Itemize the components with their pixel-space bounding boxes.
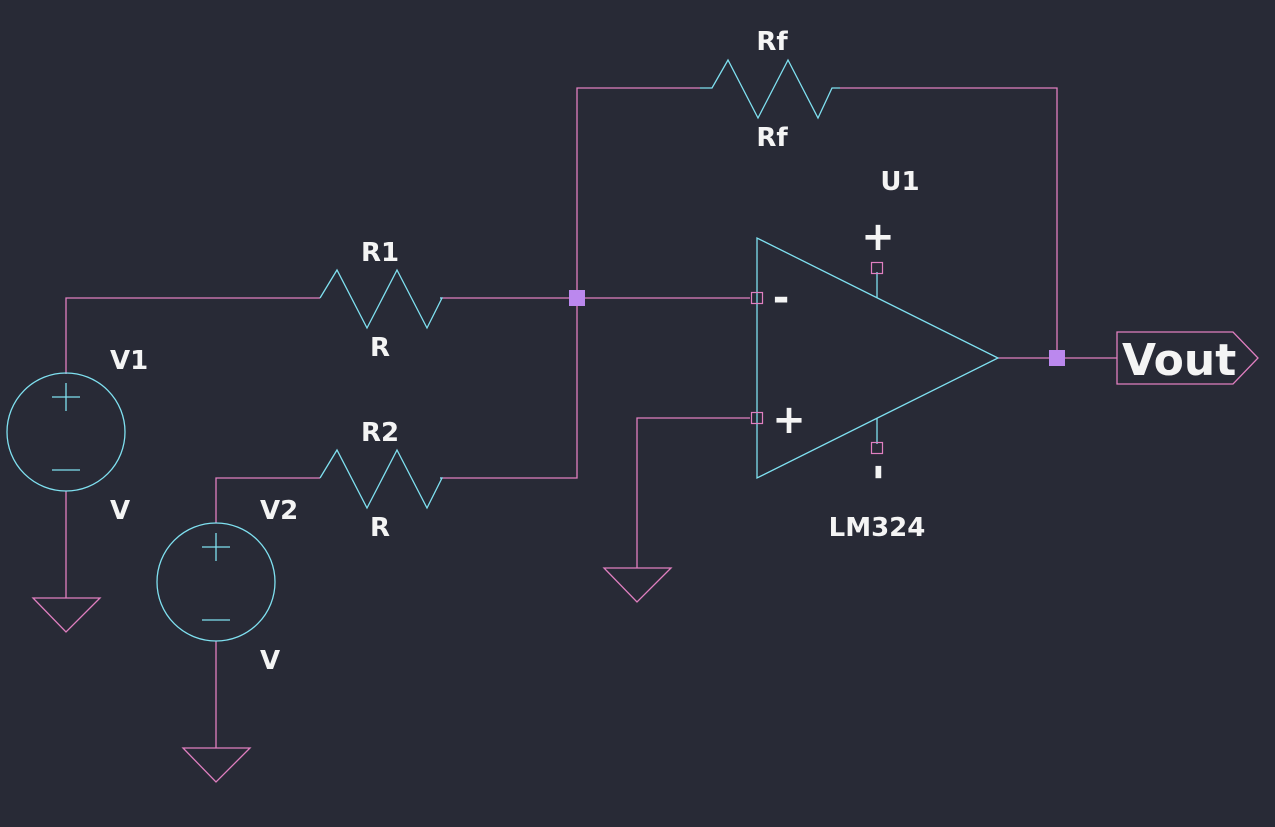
ground-symbol-opamp[interactable] xyxy=(602,567,673,603)
opamp-u1-supply-neg-pin[interactable] xyxy=(870,441,884,455)
resistor-rf-zigzag[interactable] xyxy=(700,58,840,120)
opamp-u1-inverting-pin[interactable] xyxy=(750,291,764,305)
resistor-r1-value: R xyxy=(370,333,390,363)
opamp-u1-supply-pos-sign: + xyxy=(861,214,895,260)
voltage-source-v2-body[interactable] xyxy=(156,522,276,642)
resistor-r2-value: R xyxy=(370,513,390,543)
opamp-u1-noninverting-pin[interactable] xyxy=(750,411,764,425)
net-label-vout-text: Vout xyxy=(1122,335,1236,386)
net-label-vout-flag[interactable] xyxy=(1116,331,1259,385)
junction-output-node[interactable] xyxy=(1049,350,1065,366)
opamp-u1-value: LM324 xyxy=(829,513,926,543)
opamp-u1-ref: U1 xyxy=(880,167,919,197)
junction-summing-node[interactable] xyxy=(569,290,585,306)
wire-noninverting-to-ground[interactable] xyxy=(636,417,750,568)
resistor-r1-zigzag[interactable] xyxy=(319,268,444,330)
resistor-rf-ref: Rf xyxy=(756,27,788,57)
opamp-u1-supply-pos-pin[interactable] xyxy=(870,261,884,275)
resistor-rf[interactable]: Rf Rf xyxy=(700,27,840,153)
wires xyxy=(65,87,1117,748)
ground-symbol-v1[interactable] xyxy=(31,597,102,633)
voltage-source-v1-value: V xyxy=(110,496,130,526)
opamp-u1-supply-neg-sign: - xyxy=(857,464,903,481)
opamp-u1-inverting-sign: - xyxy=(773,275,790,321)
resistor-r1-ref: R1 xyxy=(361,238,399,268)
resistor-rf-value: Rf xyxy=(756,123,788,153)
voltage-source-v2[interactable]: V2 V xyxy=(156,496,298,676)
wire-r2-to-node[interactable] xyxy=(440,298,578,479)
resistor-r1[interactable]: R1 R xyxy=(319,238,444,363)
wire-v1-to-r1[interactable] xyxy=(65,297,320,374)
wire-rf-to-output[interactable] xyxy=(840,87,1058,358)
voltage-source-v2-value: V xyxy=(260,646,280,676)
resistor-r2-zigzag[interactable] xyxy=(319,448,444,510)
voltage-source-v2-ref: V2 xyxy=(260,496,298,526)
voltage-source-v1[interactable]: V1 V xyxy=(6,346,148,526)
opamp-u1-noninverting-sign: + xyxy=(772,397,806,443)
ground-symbol-v2[interactable] xyxy=(181,747,252,783)
wire-v2-to-r2[interactable] xyxy=(215,477,320,523)
resistor-r2-ref: R2 xyxy=(361,418,399,448)
resistor-r2[interactable]: R2 R xyxy=(319,418,444,543)
voltage-source-v1-body[interactable] xyxy=(6,372,126,492)
wire-node-to-rf[interactable] xyxy=(576,87,700,298)
net-label-vout[interactable]: Vout xyxy=(1116,331,1259,386)
voltage-source-v1-ref: V1 xyxy=(110,346,148,376)
opamp-u1[interactable]: - + + - U1 LM324 xyxy=(750,167,1000,543)
